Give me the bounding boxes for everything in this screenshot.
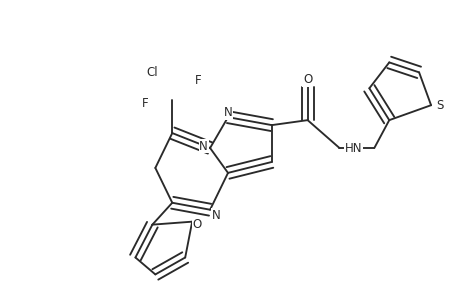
Text: N: N	[223, 106, 232, 119]
Text: O: O	[302, 73, 312, 86]
Text: N: N	[199, 140, 207, 152]
Text: O: O	[192, 218, 202, 231]
Text: S: S	[435, 99, 442, 112]
Text: N: N	[212, 209, 220, 222]
Text: F: F	[142, 97, 148, 110]
Text: Cl: Cl	[146, 66, 158, 79]
Text: F: F	[195, 74, 201, 87]
Text: HN: HN	[344, 142, 361, 154]
